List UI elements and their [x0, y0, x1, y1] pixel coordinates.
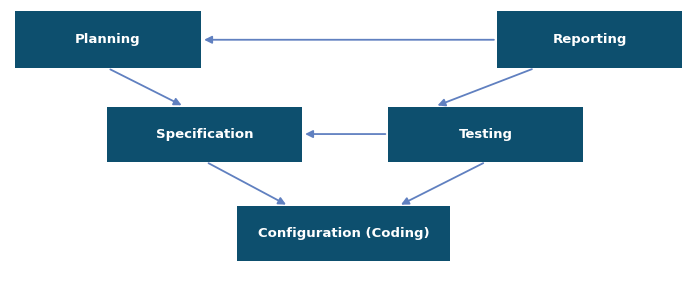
Text: Planning: Planning: [75, 33, 141, 46]
FancyBboxPatch shape: [107, 106, 302, 162]
FancyBboxPatch shape: [15, 11, 201, 68]
FancyBboxPatch shape: [237, 206, 450, 261]
Text: Testing: Testing: [459, 128, 513, 141]
FancyBboxPatch shape: [388, 106, 583, 162]
Text: Reporting: Reporting: [552, 33, 627, 46]
Text: Specification: Specification: [156, 128, 254, 141]
Text: Configuration (Coding): Configuration (Coding): [258, 227, 429, 240]
FancyBboxPatch shape: [497, 11, 682, 68]
